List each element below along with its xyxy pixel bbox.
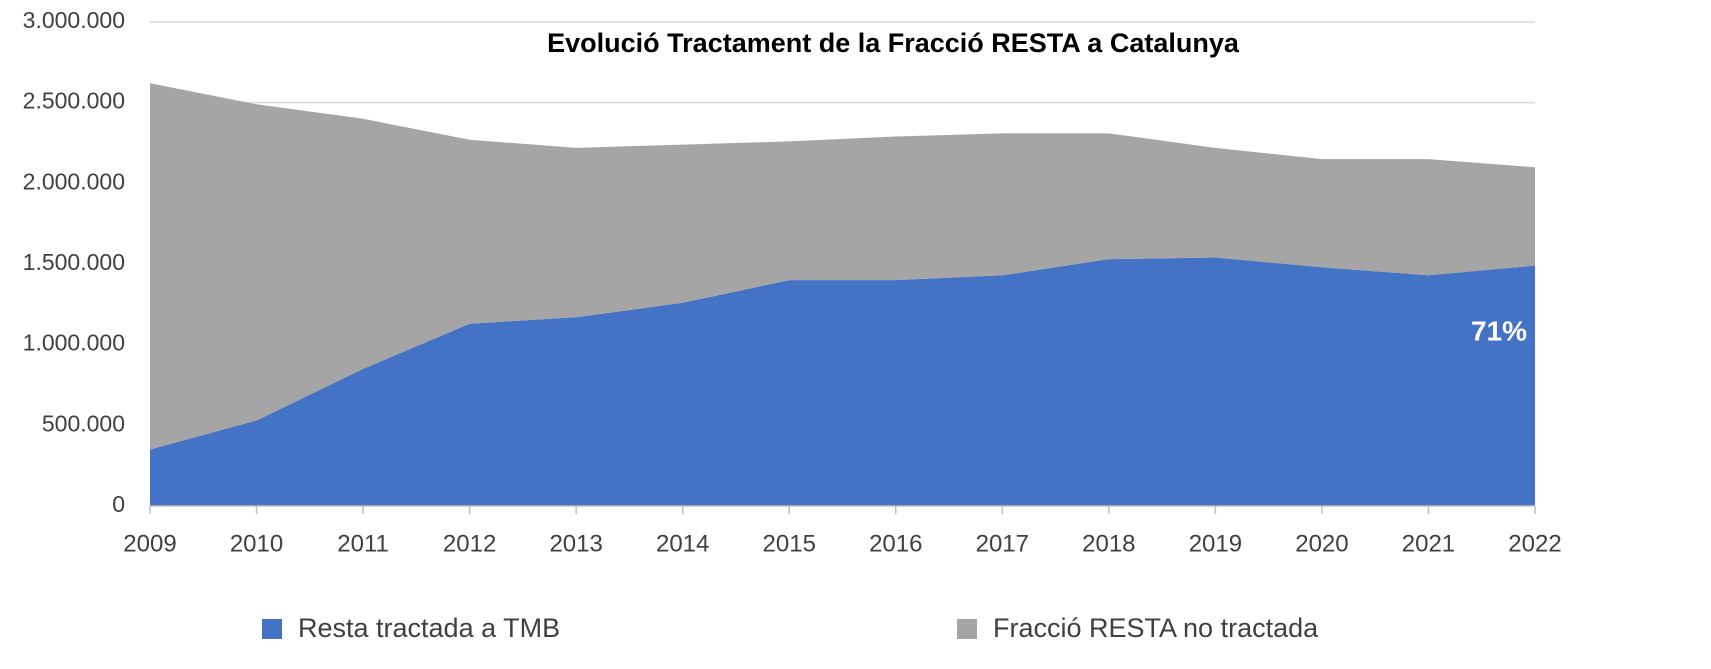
area <box>150 257 1535 506</box>
x-tick-label: 2015 <box>763 530 816 557</box>
y-tick-label: 0 <box>112 491 125 517</box>
x-tick-label: 2022 <box>1508 530 1561 557</box>
legend-label: Fracció RESTA no tractada <box>993 613 1319 643</box>
y-tick-label: 2.000.000 <box>23 168 125 194</box>
x-tick-label: 2020 <box>1295 530 1348 557</box>
y-tick-label: 1.000.000 <box>23 330 125 356</box>
legend-swatch <box>262 619 282 639</box>
x-tick-label: 2017 <box>976 530 1029 557</box>
x-tick-label: 2013 <box>549 530 602 557</box>
x-tick-label: 2014 <box>656 530 709 557</box>
x-tick-label: 2016 <box>869 530 922 557</box>
x-tick-label: 2019 <box>1189 530 1242 557</box>
y-tick-label: 500.000 <box>42 410 125 436</box>
legend-swatch <box>957 619 977 639</box>
x-tick-label: 2009 <box>123 530 176 557</box>
x-tick-label: 2010 <box>230 530 283 557</box>
x-tick-label: 2021 <box>1402 530 1455 557</box>
chart-title: Evolució Tractament de la Fracció RESTA … <box>547 28 1240 58</box>
x-tick-label: 2018 <box>1082 530 1135 557</box>
y-tick-label: 2.500.000 <box>23 88 125 114</box>
area <box>150 83 1535 450</box>
x-tick-label: 2011 <box>337 530 389 557</box>
y-tick-label: 3.000.000 <box>23 7 125 33</box>
y-tick-label: 1.500.000 <box>23 249 125 275</box>
legend-label: Resta tractada a TMB <box>298 613 560 643</box>
x-tick-label: 2012 <box>443 530 496 557</box>
annotation: 71% <box>1471 315 1527 346</box>
